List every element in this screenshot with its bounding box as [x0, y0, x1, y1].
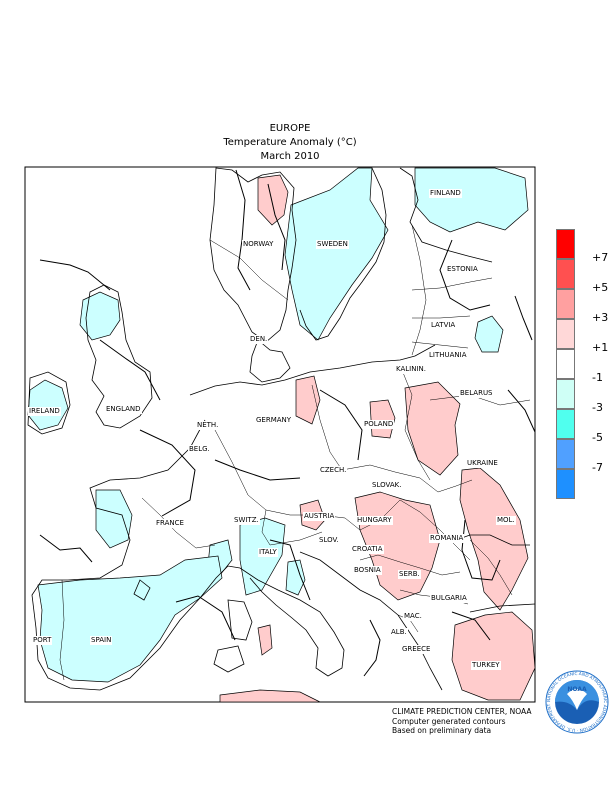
- label-latvia: LATVIA: [430, 321, 457, 330]
- label-france: FRANCE: [155, 519, 185, 528]
- title-region: EUROPE: [269, 123, 311, 134]
- credits-source: CLIMATE PREDICTION CENTER, NOAA: [392, 707, 532, 716]
- color-legend: [556, 229, 575, 499]
- coastlines: [27, 167, 536, 691]
- label-estonia: ESTONIA: [446, 265, 479, 274]
- label-neth: NETH.: [196, 421, 220, 430]
- label-romania: ROMANIA: [429, 534, 465, 543]
- legend-swatch: [556, 229, 575, 259]
- label-spain: SPAIN: [90, 636, 113, 645]
- legend-label: -1: [592, 371, 603, 384]
- map-title: EUROPE Temperature Anomaly (°C) March 20…: [190, 122, 390, 164]
- label-italy: ITALY: [258, 548, 278, 557]
- legend-label: -5: [592, 431, 603, 444]
- label-serb: SERB.: [398, 570, 421, 579]
- label-port: PORT: [32, 636, 53, 645]
- label-den: DEN.: [249, 335, 269, 344]
- label-bulgaria: BULGARIA: [430, 594, 468, 603]
- label-hungary: HUNGARY: [356, 516, 393, 525]
- label-finland: FINLAND: [429, 189, 462, 198]
- contour-lines: [39, 169, 536, 677]
- legend-swatch: [556, 319, 575, 349]
- label-greece: GREECE: [401, 645, 432, 654]
- label-ukraine: UKRAINE: [466, 459, 499, 468]
- legend-swatch: [556, 409, 575, 439]
- noaa-logo: NATIONAL OCEANIC AND ATMOSPHERIC ADMINIS…: [545, 670, 609, 734]
- legend-label: +3: [592, 311, 609, 324]
- legend-swatch: [556, 349, 575, 379]
- legend-label: +7: [592, 251, 609, 264]
- label-belg: BELG.: [188, 445, 211, 454]
- credits: CLIMATE PREDICTION CENTER, NOAA Computer…: [392, 707, 531, 736]
- label-bosnia: BOSNIA: [353, 566, 382, 575]
- title-variable: Temperature Anomaly (°C): [223, 137, 357, 148]
- label-poland: POLAND: [363, 420, 395, 429]
- label-belarus: BELARUS: [459, 389, 494, 398]
- label-slov: SLOV.: [318, 536, 340, 545]
- label-sweden: SWEDEN: [316, 240, 349, 249]
- label-lithuania: LITHUANIA: [428, 351, 468, 360]
- legend-swatch: [556, 379, 575, 409]
- legend-swatch: [556, 259, 575, 289]
- label-mol: MOL.: [496, 516, 516, 525]
- label-alb: ALB.: [390, 628, 408, 637]
- legend-label: +1: [592, 341, 609, 354]
- label-england: ENGLAND: [105, 405, 142, 414]
- label-slovak: SLOVAK.: [371, 481, 403, 490]
- label-czech: CZECH.: [319, 466, 348, 475]
- legend-label: -7: [592, 461, 603, 474]
- legend-swatch: [556, 289, 575, 319]
- label-croatia: CROATIA: [351, 545, 384, 554]
- title-period: March 2010: [260, 151, 320, 162]
- label-germany: GERMANY: [255, 416, 293, 425]
- credits-method: Computer generated contours: [392, 716, 506, 726]
- logo-wordmark: NOAA: [567, 686, 587, 693]
- legend-label: +5: [592, 281, 609, 294]
- credits-data-note: Based on preliminary data: [392, 726, 492, 735]
- legend-swatch: [556, 469, 575, 499]
- label-norway: NORWAY: [242, 240, 275, 249]
- label-turkey: TURKEY: [471, 661, 501, 670]
- label-switz: SWITZ.: [233, 516, 260, 525]
- cold-anomaly-regions: [27, 167, 529, 683]
- label-ireland: IRELAND: [28, 407, 61, 416]
- label-kalinin: KALININ.: [395, 365, 427, 374]
- label-austria: AUSTRIA: [303, 512, 336, 521]
- legend-swatch: [556, 439, 575, 469]
- label-mac: MAC.: [403, 612, 423, 621]
- legend-label: -3: [592, 401, 603, 414]
